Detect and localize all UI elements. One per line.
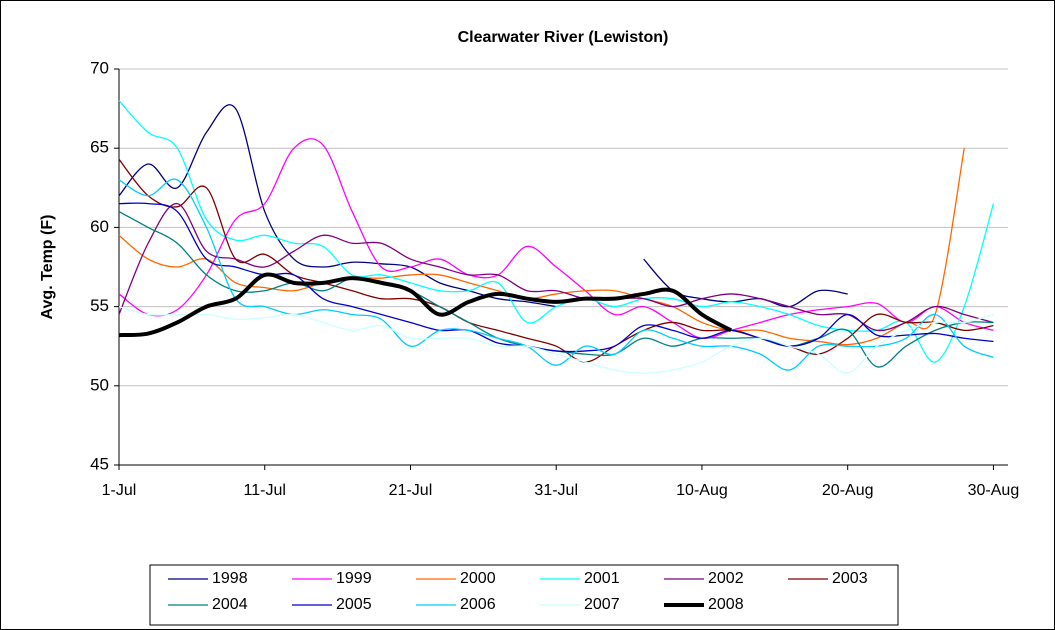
y-tick-label: 45 bbox=[90, 454, 109, 473]
x-tick-label: 31-Jul bbox=[534, 482, 578, 499]
legend-label: 2002 bbox=[708, 570, 744, 587]
x-tick-label: 1-Jul bbox=[102, 482, 137, 499]
legend-label: 2000 bbox=[460, 570, 496, 587]
x-tick-label: 21-Jul bbox=[389, 482, 433, 499]
y-tick-label: 70 bbox=[90, 58, 109, 77]
series-line bbox=[118, 178, 994, 371]
series-line bbox=[118, 138, 994, 340]
legend-label: 2003 bbox=[832, 570, 868, 587]
legend-label: 1998 bbox=[212, 570, 248, 587]
y-axis-label: Avg. Temp (F) bbox=[39, 215, 56, 320]
x-tick-label: 10-Aug bbox=[676, 482, 728, 499]
legend-label: 2007 bbox=[584, 596, 620, 613]
series-line bbox=[118, 104, 557, 308]
series-line bbox=[118, 148, 965, 346]
legend-label: 2004 bbox=[212, 596, 248, 613]
legend-label: 2001 bbox=[584, 570, 620, 587]
x-tick-label: 20-Aug bbox=[822, 482, 874, 499]
chart-title: Clearwater River (Lewiston) bbox=[458, 29, 669, 46]
series-line bbox=[118, 272, 733, 338]
legend-label: 2005 bbox=[336, 596, 372, 613]
series-line bbox=[118, 305, 994, 374]
y-tick-label: 65 bbox=[90, 138, 109, 157]
legend-label: 2006 bbox=[460, 596, 496, 613]
x-tick-label: 30-Aug bbox=[968, 482, 1020, 499]
y-tick-label: 60 bbox=[90, 217, 109, 236]
x-tick-label: 11-Jul bbox=[244, 482, 286, 499]
y-tick-label: 50 bbox=[90, 375, 109, 394]
y-tick-label: 55 bbox=[90, 296, 109, 315]
legend-label: 2008 bbox=[708, 596, 744, 613]
legend-box bbox=[149, 564, 899, 626]
series-line bbox=[118, 158, 994, 363]
legend-label: 1999 bbox=[336, 570, 372, 587]
